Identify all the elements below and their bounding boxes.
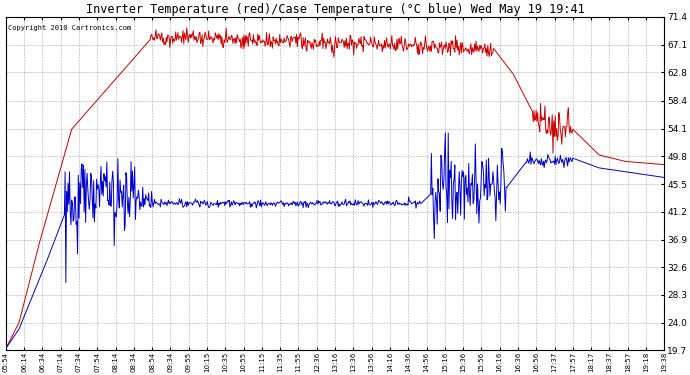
Text: Copyright 2010 Cartronics.com: Copyright 2010 Cartronics.com — [8, 25, 131, 31]
Title: Inverter Temperature (red)/Case Temperature (°C blue) Wed May 19 19:41: Inverter Temperature (red)/Case Temperat… — [86, 3, 584, 16]
